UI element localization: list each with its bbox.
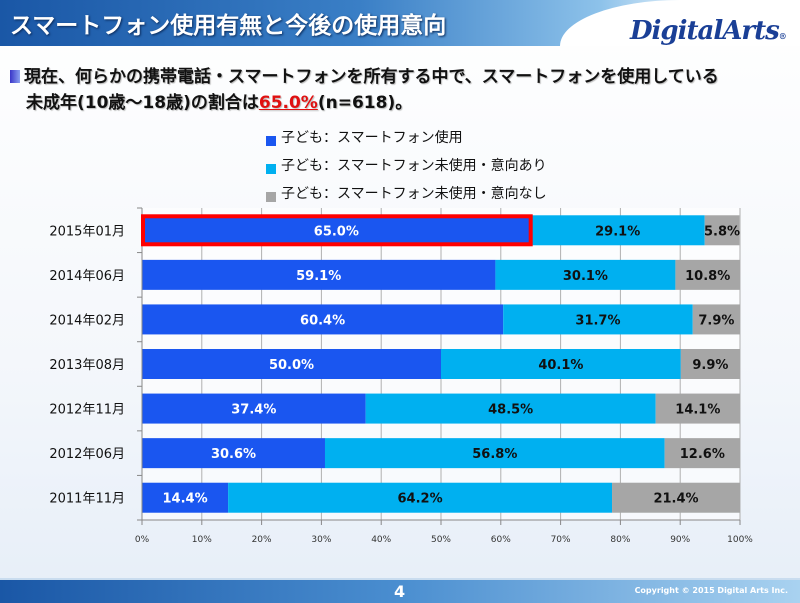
bar-segment [530, 215, 705, 246]
legend-swatch-intend [266, 163, 276, 174]
x-tick-label: 10% [192, 535, 212, 545]
data-label: 21.4% [653, 492, 698, 507]
bar-segment [664, 438, 740, 469]
copyright: Copyright © 2015 Digital Arts Inc. [634, 586, 788, 595]
bar-segment [680, 349, 740, 379]
x-axis: 0% 10% 20% 30% 40% 50% 60% 70% 80% 90% 100% [135, 207, 753, 545]
highlight-box [141, 214, 533, 247]
x-tick-label: 20% [252, 535, 272, 545]
data-label: 9.9% [692, 358, 728, 373]
bar-segment [142, 438, 325, 469]
bar-segment [365, 393, 656, 424]
highlight-value: 65.0% [258, 93, 318, 113]
legend-swatch-using [266, 135, 276, 146]
x-tick-label: 40% [371, 535, 391, 545]
data-label: 12.6% [680, 447, 725, 462]
legend-swatch-no-intent [266, 191, 276, 202]
bar-segment [142, 215, 531, 246]
bar-segment [142, 304, 504, 335]
x-tick-label: 0% [135, 535, 150, 545]
x-tick-label: 80% [610, 535, 630, 545]
data-label: 31.7% [575, 313, 620, 328]
subtitle-line-2: 未成年(10歳～18歳)の割合は65.0%(n=618)。 [10, 90, 719, 116]
data-label: 14.1% [675, 403, 720, 418]
data-label: 30.1% [563, 269, 608, 284]
data-label: 64.2% [398, 492, 443, 507]
subtitle-text-2: 未成年(10歳～18歳)の割合は [26, 93, 259, 113]
data-label: 30.6% [211, 447, 256, 462]
data-label: 40.1% [538, 358, 583, 373]
highlight-rect [141, 214, 533, 247]
category-label: 2014年06月 [49, 269, 125, 284]
logo-text: DigitalArts [630, 16, 780, 46]
data-label: 56.8% [472, 447, 517, 462]
x-tick-label: 70% [551, 535, 571, 545]
page-number: 4 [394, 582, 406, 601]
slide-header: スマートフォン使用有無と今後の使用意向 DigitalArts® [0, 0, 800, 46]
chart-legend: 子ども：スマートフォン使用 子ども：スマートフォン未使用・意向あり 子ども：スマ… [266, 124, 547, 208]
x-tick-label: 90% [670, 535, 690, 545]
data-label: 29.1% [595, 224, 640, 239]
x-tick-label: 30% [311, 535, 331, 545]
data-label: 59.1% [296, 269, 341, 284]
data-labels: 65.0% 29.1% 5.8% 59.1% 30.1% 10.8% 60.4% 31.7% 7… [163, 224, 741, 506]
legend-item-no-intent: 子ども：スマートフォン未使用・意向なし [266, 180, 547, 208]
category-label: 2011年11月 [49, 492, 125, 507]
x-tick-label: 60% [491, 535, 511, 545]
category-label: 2012年06月 [49, 447, 125, 462]
slide-title: スマートフォン使用有無と今後の使用意向 [10, 13, 447, 39]
category-label: 2013年08月 [49, 358, 125, 373]
category-label: 2014年02月 [49, 313, 125, 328]
bar-segment [324, 438, 665, 469]
bars [142, 215, 740, 513]
legend-label: 子ども：スマートフォン未使用・意向あり [281, 158, 547, 174]
sample-size: (n=618)。 [317, 93, 413, 113]
bullet-icon [10, 70, 20, 83]
bar-segment [704, 215, 740, 246]
x-tick-label: 50% [431, 535, 451, 545]
bar-segment [142, 482, 229, 513]
bar-segment [612, 482, 740, 513]
subtitle-line-1: 現在、何らかの携帯電話・スマートフォンを所有する中で、スマートフォンを使用してい… [10, 64, 719, 90]
category-label: 2015年01月 [49, 224, 125, 239]
data-label: 65.0% [314, 224, 359, 239]
bar-segment [503, 304, 693, 335]
bar-segment [142, 393, 366, 424]
data-label: 48.5% [488, 403, 533, 418]
data-label: 10.8% [685, 269, 730, 284]
legend-item-intend: 子ども：スマートフォン未使用・意向あり [266, 152, 547, 180]
legend-item-using: 子ども：スマートフォン使用 [266, 124, 547, 152]
legend-label: 子ども：スマートフォン使用 [281, 130, 463, 146]
bar-segment [142, 259, 496, 290]
registered-mark: ® [778, 31, 787, 41]
bar-segment [228, 482, 613, 513]
data-label: 14.4% [163, 492, 208, 507]
category-label: 2012年11月 [49, 403, 125, 418]
digitalarts-logo: DigitalArts® [630, 16, 787, 46]
data-label: 50.0% [269, 358, 314, 373]
bar-segment [655, 393, 740, 424]
x-tick-label: 100% [727, 535, 753, 545]
slide-footer: 4 Copyright © 2015 Digital Arts Inc. [0, 578, 800, 603]
data-label: 7.9% [698, 313, 734, 328]
data-label: 5.8% [704, 224, 740, 239]
bar-segment [441, 349, 681, 379]
category-labels: 2015年01月 2014年06月 2014年02月 2013年08月 2012年11月… [49, 224, 125, 506]
data-label: 60.4% [300, 313, 345, 328]
bar-segment [675, 259, 740, 290]
bar-segment [692, 304, 740, 335]
bar-segment [495, 259, 676, 290]
data-label: 37.4% [231, 403, 276, 418]
legend-label: 子ども：スマートフォン未使用・意向なし [281, 186, 547, 202]
bar-segment [142, 349, 441, 379]
subtitle: 現在、何らかの携帯電話・スマートフォンを所有する中で、スマートフォンを使用してい… [10, 64, 719, 116]
subtitle-text-1: 現在、何らかの携帯電話・スマートフォンを所有する中で、スマートフォンを使用してい… [24, 67, 719, 87]
